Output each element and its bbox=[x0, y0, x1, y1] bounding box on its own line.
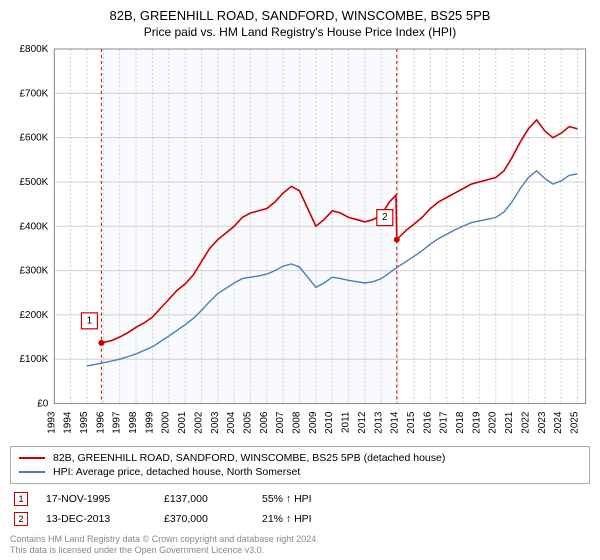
svg-text:2018: 2018 bbox=[455, 411, 466, 434]
legend-row-hpi: HPI: Average price, detached house, Nort… bbox=[19, 465, 581, 479]
svg-text:2: 2 bbox=[382, 212, 388, 223]
svg-text:2020: 2020 bbox=[488, 411, 499, 434]
svg-text:1996: 1996 bbox=[95, 411, 106, 434]
sale-diff-2: 21% ↑ HPI bbox=[262, 513, 312, 525]
footer-line-2: This data is licensed under the Open Gov… bbox=[10, 545, 590, 556]
svg-text:2014: 2014 bbox=[390, 411, 401, 434]
footer-attribution: Contains HM Land Registry data © Crown c… bbox=[10, 534, 590, 557]
legend-swatch-property bbox=[19, 457, 45, 459]
svg-text:2002: 2002 bbox=[193, 411, 204, 434]
svg-text:£500K: £500K bbox=[19, 177, 48, 188]
svg-text:2001: 2001 bbox=[177, 411, 188, 434]
sale-marker-1: 1 bbox=[14, 492, 28, 506]
sale-price-1: £137,000 bbox=[164, 493, 244, 505]
legend-row-property: 82B, GREENHILL ROAD, SANDFORD, WINSCOMBE… bbox=[19, 451, 581, 465]
legend-swatch-hpi bbox=[19, 471, 45, 473]
sale-marker-2: 2 bbox=[14, 512, 28, 526]
svg-text:2005: 2005 bbox=[242, 411, 253, 434]
sale-row-2: 2 13-DEC-2013 £370,000 21% ↑ HPI bbox=[10, 510, 590, 530]
sale-marker-2-num: 2 bbox=[18, 514, 23, 524]
svg-text:£200K: £200K bbox=[19, 310, 48, 321]
legend-label-property: 82B, GREENHILL ROAD, SANDFORD, WINSCOMBE… bbox=[53, 452, 445, 464]
svg-text:£800K: £800K bbox=[19, 45, 48, 55]
svg-text:2025: 2025 bbox=[569, 411, 580, 434]
svg-text:1993: 1993 bbox=[46, 411, 57, 434]
svg-text:2017: 2017 bbox=[439, 411, 450, 434]
svg-text:2019: 2019 bbox=[471, 411, 482, 434]
svg-text:2016: 2016 bbox=[422, 411, 433, 434]
chart-title: 82B, GREENHILL ROAD, SANDFORD, WINSCOMBE… bbox=[10, 8, 590, 23]
chart-container: 82B, GREENHILL ROAD, SANDFORD, WINSCOMBE… bbox=[0, 0, 600, 560]
svg-text:2015: 2015 bbox=[406, 411, 417, 434]
svg-text:1: 1 bbox=[87, 315, 93, 326]
legend-label-hpi: HPI: Average price, detached house, Nort… bbox=[53, 466, 300, 478]
svg-text:2009: 2009 bbox=[308, 411, 319, 434]
svg-text:2021: 2021 bbox=[504, 411, 515, 434]
svg-text:2022: 2022 bbox=[520, 411, 531, 434]
svg-text:£100K: £100K bbox=[19, 354, 48, 365]
svg-text:2013: 2013 bbox=[373, 411, 384, 434]
sale-price-2: £370,000 bbox=[164, 513, 244, 525]
svg-text:2003: 2003 bbox=[210, 411, 221, 434]
svg-text:£300K: £300K bbox=[19, 266, 48, 277]
line-chart-svg: £0 £100K £200K £300K £400K £500K £600K £700K £80… bbox=[10, 45, 590, 440]
svg-text:2008: 2008 bbox=[292, 411, 303, 434]
sales-table: 1 17-NOV-1995 £137,000 55% ↑ HPI 2 13-DE… bbox=[10, 490, 590, 530]
svg-text:2024: 2024 bbox=[553, 411, 564, 434]
svg-text:2023: 2023 bbox=[537, 411, 548, 434]
svg-text:1997: 1997 bbox=[112, 411, 123, 434]
svg-text:2011: 2011 bbox=[341, 411, 352, 433]
sale-date-1: 17-NOV-1995 bbox=[46, 493, 146, 505]
title-block: 82B, GREENHILL ROAD, SANDFORD, WINSCOMBE… bbox=[10, 8, 590, 39]
svg-text:2012: 2012 bbox=[357, 411, 368, 434]
svg-text:2000: 2000 bbox=[161, 411, 172, 434]
chart-area: £0 £100K £200K £300K £400K £500K £600K £700K £80… bbox=[10, 45, 590, 440]
sale-date-2: 13-DEC-2013 bbox=[46, 513, 146, 525]
svg-text:2006: 2006 bbox=[259, 411, 270, 434]
svg-text:1994: 1994 bbox=[63, 411, 74, 434]
sale-row-1: 1 17-NOV-1995 £137,000 55% ↑ HPI bbox=[10, 490, 590, 510]
svg-text:2007: 2007 bbox=[275, 411, 286, 434]
chart-subtitle: Price paid vs. HM Land Registry's House … bbox=[10, 25, 590, 39]
svg-text:1995: 1995 bbox=[79, 411, 90, 434]
svg-text:£0: £0 bbox=[37, 399, 49, 410]
footer-line-1: Contains HM Land Registry data © Crown c… bbox=[10, 534, 590, 545]
svg-text:2004: 2004 bbox=[226, 411, 237, 434]
svg-text:2010: 2010 bbox=[324, 411, 335, 434]
legend: 82B, GREENHILL ROAD, SANDFORD, WINSCOMBE… bbox=[10, 446, 590, 484]
svg-text:1998: 1998 bbox=[128, 411, 139, 434]
sale-diff-1: 55% ↑ HPI bbox=[262, 493, 312, 505]
sale-marker-1-num: 1 bbox=[18, 494, 23, 504]
svg-text:1999: 1999 bbox=[144, 411, 155, 434]
svg-text:£400K: £400K bbox=[19, 221, 48, 232]
svg-text:£600K: £600K bbox=[19, 133, 48, 144]
svg-text:£700K: £700K bbox=[19, 88, 48, 99]
